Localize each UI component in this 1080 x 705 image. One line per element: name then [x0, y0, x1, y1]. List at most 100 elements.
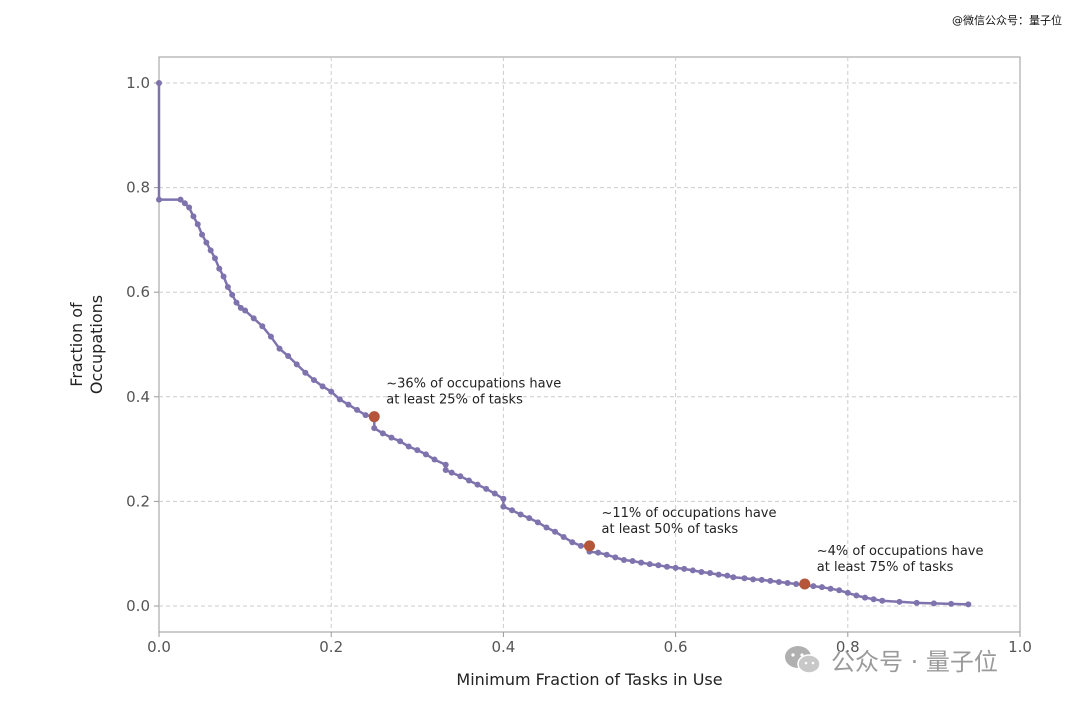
data-point	[793, 581, 800, 588]
data-point	[948, 600, 955, 607]
y-tick-label: 0.0	[126, 597, 150, 615]
data-point	[672, 564, 679, 571]
data-point	[319, 383, 326, 390]
data-point	[724, 572, 731, 579]
credit-text: @微信公众号：量子位	[952, 14, 1062, 27]
data-point	[156, 196, 162, 203]
data-point	[526, 515, 533, 522]
data-point	[310, 377, 317, 384]
data-point	[655, 562, 662, 569]
watermark: 公众号 · 量子位	[783, 642, 998, 677]
data-point	[552, 528, 559, 535]
data-point	[242, 307, 249, 314]
data-point	[638, 559, 645, 566]
data-point	[965, 601, 972, 608]
y-axis-label: Fraction of	[67, 302, 86, 387]
data-point	[844, 589, 851, 596]
watermark-text: 公众号 · 量子位	[831, 648, 998, 676]
data-point	[698, 569, 705, 576]
data-point	[896, 598, 903, 605]
data-point	[442, 467, 449, 474]
annotation-text: at least 75% of tasks	[817, 560, 954, 575]
data-point	[186, 204, 193, 211]
data-point	[336, 396, 343, 403]
data-point	[397, 438, 404, 445]
x-axis-label: Minimum Fraction of Tasks in Use	[456, 670, 722, 689]
data-point	[741, 575, 748, 582]
data-point	[646, 561, 653, 568]
data-point	[730, 574, 737, 581]
data-point	[517, 511, 524, 518]
data-point	[560, 533, 567, 540]
data-point	[216, 265, 223, 272]
data-point	[371, 425, 378, 432]
data-point	[500, 503, 507, 510]
data-point	[405, 443, 412, 450]
annotation-text: at least 50% of tasks	[602, 522, 739, 537]
data-point	[612, 554, 619, 561]
y-tick-label: 0.6	[126, 283, 150, 301]
data-point	[500, 495, 507, 502]
data-point	[267, 333, 274, 340]
data-point	[707, 570, 714, 577]
data-point	[715, 571, 722, 578]
data-point	[328, 388, 335, 395]
annotation-text: ~36% of occupations have	[386, 377, 561, 392]
data-point	[862, 594, 869, 601]
data-point	[681, 565, 688, 572]
series-line	[157, 83, 969, 606]
y-tick-label: 1.0	[126, 74, 150, 92]
x-tick-label: 0.8	[836, 638, 860, 656]
data-point	[276, 345, 283, 352]
highlight-point	[368, 411, 380, 423]
data-point	[810, 583, 817, 590]
data-point	[177, 196, 184, 203]
x-tick-label: 1.0	[1008, 638, 1032, 656]
annotation-text: ~4% of occupations have	[817, 544, 984, 559]
data-point	[422, 451, 429, 458]
data-point	[870, 596, 877, 603]
data-point	[354, 406, 361, 413]
data-point	[457, 473, 464, 480]
data-point	[836, 587, 843, 594]
data-point	[827, 585, 834, 592]
data-point	[603, 551, 610, 558]
x-tick-label: 0.4	[491, 638, 515, 656]
data-point	[595, 549, 602, 556]
data-point	[345, 401, 352, 408]
data-point	[293, 361, 300, 368]
data-point	[509, 507, 516, 514]
data-point	[190, 213, 197, 220]
data-point	[211, 255, 218, 262]
data-point	[913, 599, 920, 606]
data-point	[431, 456, 438, 463]
data-point	[194, 221, 201, 228]
data-point	[818, 584, 825, 591]
data-point	[302, 369, 309, 376]
data-point	[689, 567, 696, 574]
data-point	[620, 556, 627, 563]
wechat-icon	[785, 645, 821, 674]
y-axis-label: Occupations	[87, 295, 106, 394]
data-point	[237, 304, 244, 311]
data-point	[534, 519, 541, 526]
data-point	[207, 247, 214, 254]
plot-frame	[158, 56, 1021, 633]
data-point	[483, 485, 490, 492]
data-point	[224, 283, 231, 290]
data-point	[448, 469, 455, 476]
data-point	[491, 490, 498, 497]
data-point	[414, 447, 421, 454]
data-point	[233, 299, 240, 306]
y-tick-label: 0.4	[126, 388, 150, 406]
data-point	[203, 239, 210, 246]
data-point	[250, 315, 257, 322]
data-point	[629, 558, 636, 565]
data-point	[758, 576, 765, 583]
data-point	[767, 577, 774, 584]
data-point	[853, 592, 860, 599]
highlight-point	[584, 540, 595, 552]
data-point	[181, 200, 188, 207]
x-tick-label: 0.2	[319, 638, 343, 656]
data-point	[285, 353, 292, 360]
